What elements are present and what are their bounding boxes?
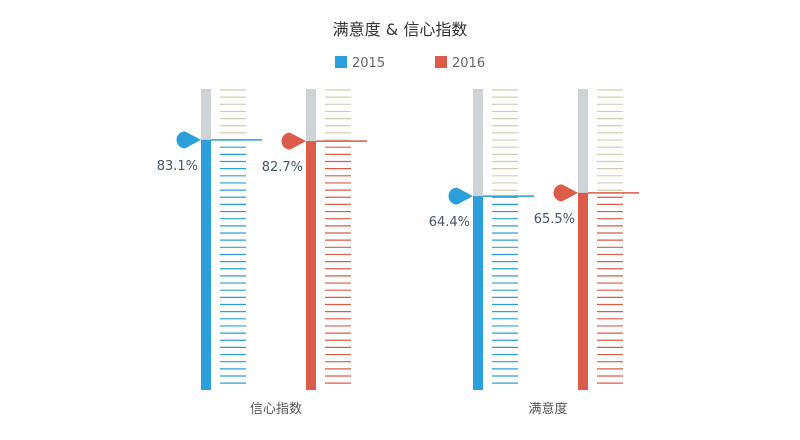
bar-2015 — [473, 196, 483, 390]
legend-label-2016: 2016 — [452, 56, 485, 71]
bar-2016 — [306, 141, 316, 390]
legend: 2015 2016 — [335, 56, 485, 71]
legend-label-2015: 2015 — [352, 56, 385, 71]
bar-2016 — [578, 192, 588, 390]
category-label: 信心指数 — [250, 402, 302, 417]
category-label: 满意度 — [528, 401, 567, 417]
value-label: 83.1% — [157, 159, 198, 174]
value-pointer-icon — [281, 132, 306, 150]
legend-swatch-2015 — [335, 56, 347, 68]
legend-swatch-2016 — [435, 56, 447, 68]
value-pointer-icon — [553, 184, 578, 202]
bar-2015 — [201, 139, 211, 390]
value-pointer-icon — [448, 187, 473, 205]
chart-title: 满意度 & 信心指数 — [333, 20, 468, 39]
value-pointer-icon — [176, 131, 201, 149]
value-label: 65.5% — [534, 212, 575, 227]
value-label: 82.7% — [262, 160, 303, 175]
value-label: 64.4% — [429, 215, 470, 230]
plot-area: 83.1% 82.7% 64.4% 65.5% — [157, 89, 639, 390]
